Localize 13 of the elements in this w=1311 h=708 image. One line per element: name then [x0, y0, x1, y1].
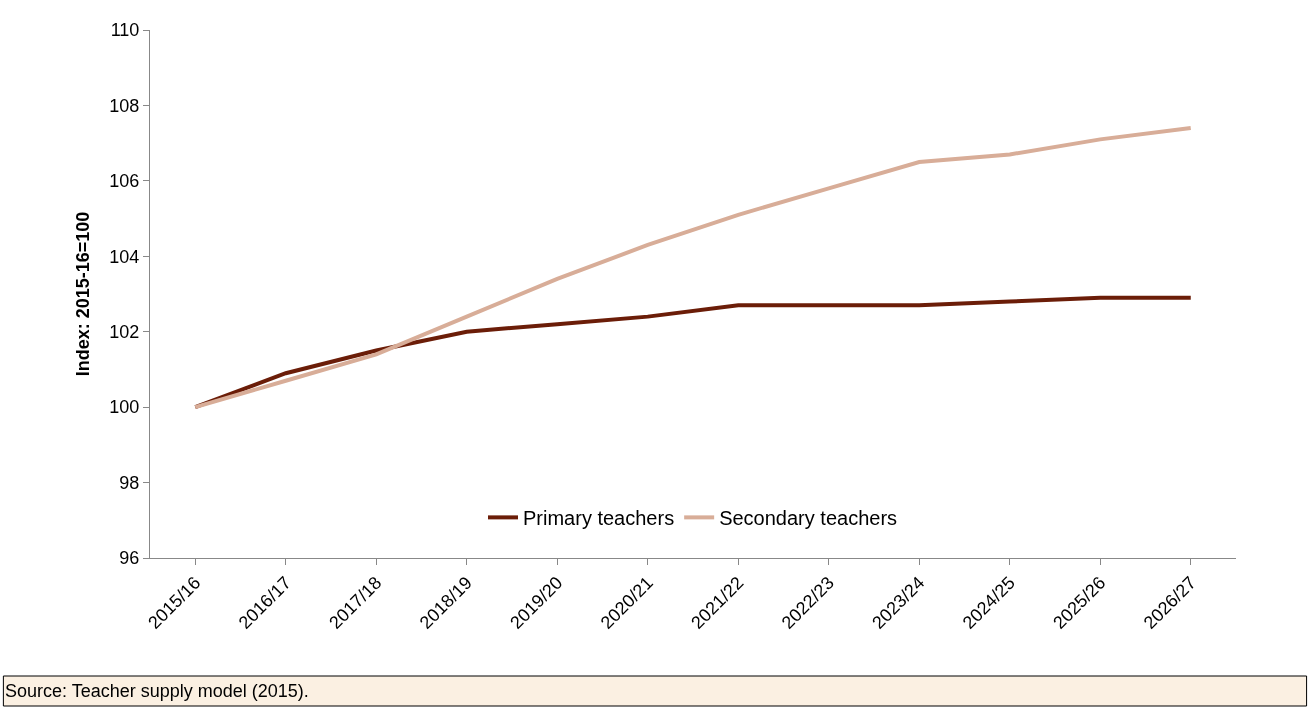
y-tick-label: 106 [109, 171, 140, 192]
y-tick-label: 98 [119, 472, 140, 493]
legend-label: Secondary teachers [719, 507, 898, 530]
source-note: Source: Teacher supply model (2015). [5, 681, 309, 701]
y-tick-label: 104 [109, 246, 140, 267]
legend-label: Primary teachers [523, 507, 675, 530]
line-series [193, 126, 1193, 410]
y-tick-label: 108 [109, 95, 140, 116]
y-tick-label: 110 [110, 20, 140, 41]
y-axis-title: Index: 2015-16=100 [72, 211, 93, 377]
y-tick-label: 100 [109, 397, 140, 418]
y-tick-label: 96 [119, 548, 140, 569]
y-tick-label: 102 [109, 322, 140, 343]
